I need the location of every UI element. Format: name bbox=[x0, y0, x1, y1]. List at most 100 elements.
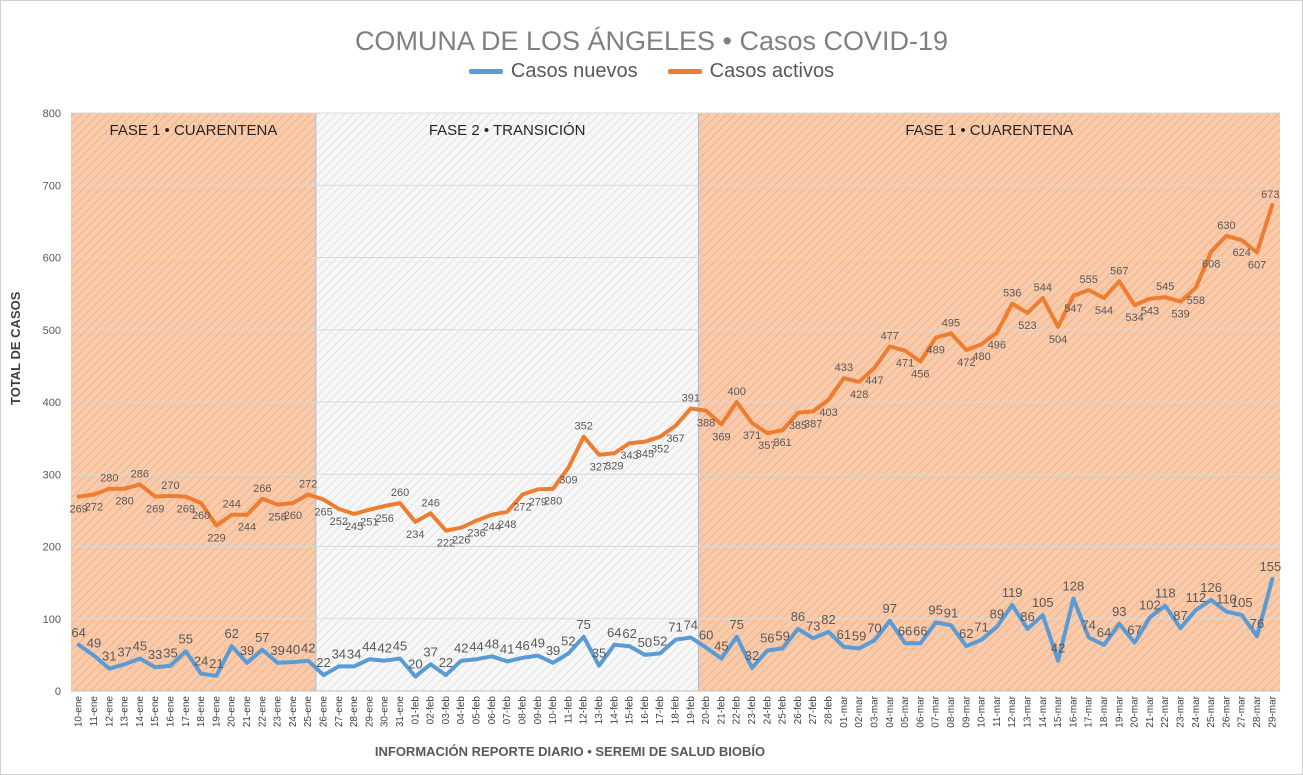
data-label-nuevos: 39 bbox=[240, 643, 254, 658]
data-label-activos: 545 bbox=[1156, 281, 1174, 293]
data-label-activos: 329 bbox=[605, 460, 623, 472]
data-label-nuevos: 91 bbox=[944, 605, 958, 620]
data-label-activos: 272 bbox=[299, 478, 317, 490]
x-tick-label: 15-ene bbox=[150, 696, 161, 728]
x-tick-label: 21-feb bbox=[716, 696, 727, 725]
data-label-nuevos: 37 bbox=[423, 644, 437, 659]
data-label-activos: 272 bbox=[513, 501, 531, 513]
x-tick-label: 21-mar bbox=[1145, 695, 1156, 727]
legend-swatch-activos bbox=[667, 69, 702, 74]
x-tick-label: 24-ene bbox=[288, 696, 299, 728]
data-label-activos: 280 bbox=[544, 496, 562, 508]
data-label-nuevos: 42 bbox=[301, 641, 315, 656]
x-tick-label: 20-feb bbox=[701, 696, 712, 725]
x-tick-label: 20-ene bbox=[227, 696, 238, 728]
x-tick-label: 28-feb bbox=[824, 696, 835, 725]
data-label-activos: 673 bbox=[1261, 189, 1279, 201]
phase-label-1: FASE 1 • CUARENTENA bbox=[110, 122, 278, 139]
data-label-nuevos: 62 bbox=[959, 626, 973, 641]
x-tick-label: 19-mar bbox=[1114, 695, 1125, 727]
data-label-nuevos: 102 bbox=[1139, 597, 1161, 612]
data-label-activos: 256 bbox=[376, 513, 394, 525]
data-label-nuevos: 45 bbox=[714, 638, 728, 653]
x-tick-label: 04-feb bbox=[456, 696, 467, 725]
data-label-activos: 244 bbox=[483, 522, 501, 534]
data-label-nuevos: 22 bbox=[439, 655, 453, 670]
x-tick-label: 05-feb bbox=[472, 696, 483, 725]
data-label-activos: 388 bbox=[697, 418, 715, 430]
data-label-nuevos: 119 bbox=[1002, 585, 1023, 600]
data-label-activos: 387 bbox=[804, 418, 822, 430]
data-label-nuevos: 62 bbox=[622, 626, 636, 641]
data-label-activos: 400 bbox=[728, 386, 746, 398]
data-label-nuevos: 64 bbox=[71, 625, 85, 640]
data-label-nuevos: 41 bbox=[500, 641, 514, 656]
legend-label-activos: Casos activos bbox=[709, 60, 835, 82]
data-label-nuevos: 20 bbox=[408, 657, 422, 672]
x-tick-label: 07-mar bbox=[931, 695, 942, 727]
data-label-activos: 447 bbox=[865, 375, 883, 387]
data-label-nuevos: 118 bbox=[1155, 586, 1176, 601]
data-label-activos: 480 bbox=[972, 351, 990, 363]
data-label-activos: 279 bbox=[529, 496, 547, 508]
data-label-nuevos: 49 bbox=[531, 636, 545, 651]
data-label-nuevos: 37 bbox=[117, 644, 131, 659]
phase-label-2: FASE 2 • TRANSICIÓN bbox=[429, 122, 586, 139]
data-label-activos: 367 bbox=[666, 433, 684, 445]
x-tick-label: 04-mar bbox=[885, 695, 896, 727]
data-label-nuevos: 50 bbox=[638, 635, 652, 650]
x-tick-label: 26-mar bbox=[1221, 695, 1232, 727]
data-label-activos: 539 bbox=[1171, 309, 1189, 321]
y-tick-600: 600 bbox=[43, 253, 61, 265]
data-label-activos: 345 bbox=[636, 449, 654, 461]
legend-label-nuevos: Casos nuevos bbox=[510, 60, 638, 82]
y-tick-500: 500 bbox=[43, 325, 61, 337]
data-label-activos: 266 bbox=[253, 483, 271, 495]
data-label-nuevos: 21 bbox=[209, 656, 223, 671]
data-label-nuevos: 74 bbox=[1081, 618, 1095, 633]
x-tick-label: 22-mar bbox=[1160, 695, 1171, 727]
data-label-activos: 269 bbox=[69, 504, 87, 516]
data-label-activos: 234 bbox=[406, 529, 424, 541]
data-label-activos: 258 bbox=[268, 512, 286, 524]
data-label-nuevos: 44 bbox=[469, 639, 483, 654]
data-label-activos: 534 bbox=[1125, 312, 1143, 324]
x-tick-label: 18-ene bbox=[196, 696, 207, 728]
data-label-activos: 244 bbox=[223, 499, 241, 511]
x-tick-label: 14-mar bbox=[1038, 695, 1049, 727]
data-label-nuevos: 61 bbox=[837, 627, 851, 642]
data-label-activos: 280 bbox=[100, 473, 118, 485]
data-label-nuevos: 110 bbox=[1216, 592, 1237, 607]
data-label-activos: 309 bbox=[559, 475, 577, 487]
data-label-nuevos: 62 bbox=[224, 626, 238, 641]
data-label-nuevos: 75 bbox=[729, 617, 743, 632]
x-tick-label: 22-ene bbox=[257, 696, 268, 728]
data-label-activos: 391 bbox=[682, 393, 700, 405]
data-label-activos: 543 bbox=[1141, 306, 1159, 318]
x-tick-label: 28-ene bbox=[349, 696, 360, 728]
data-label-nuevos: 71 bbox=[668, 620, 682, 635]
data-label-nuevos: 34 bbox=[332, 646, 346, 661]
data-label-activos: 544 bbox=[1034, 282, 1052, 294]
data-label-activos: 244 bbox=[238, 522, 256, 534]
x-tick-label: 02-mar bbox=[854, 695, 865, 727]
x-tick-label: 09-mar bbox=[961, 695, 972, 727]
data-label-activos: 343 bbox=[620, 450, 638, 462]
y-tick-300: 300 bbox=[43, 469, 61, 481]
x-tick-label: 12-ene bbox=[104, 696, 115, 728]
series-line-casos-nuevos bbox=[76, 577, 1275, 679]
x-tick-label: 12-mar bbox=[1007, 695, 1018, 727]
y-tick-800: 800 bbox=[43, 108, 61, 120]
x-tick-label: 27-ene bbox=[334, 696, 345, 728]
x-tick-label: 30-ene bbox=[380, 696, 391, 728]
data-label-nuevos: 24 bbox=[194, 654, 208, 669]
data-label-activos: 286 bbox=[131, 468, 149, 480]
x-tick-label: 14-feb bbox=[609, 696, 620, 725]
data-label-nuevos: 73 bbox=[806, 618, 820, 633]
x-tick-label: 23-ene bbox=[273, 696, 284, 728]
y-tick-0: 0 bbox=[55, 686, 61, 698]
data-label-activos: 489 bbox=[926, 345, 944, 357]
x-tick-label: 23-mar bbox=[1176, 695, 1187, 727]
x-tick-label: 07-feb bbox=[502, 696, 513, 725]
legend-swatch-nuevos bbox=[468, 69, 503, 74]
